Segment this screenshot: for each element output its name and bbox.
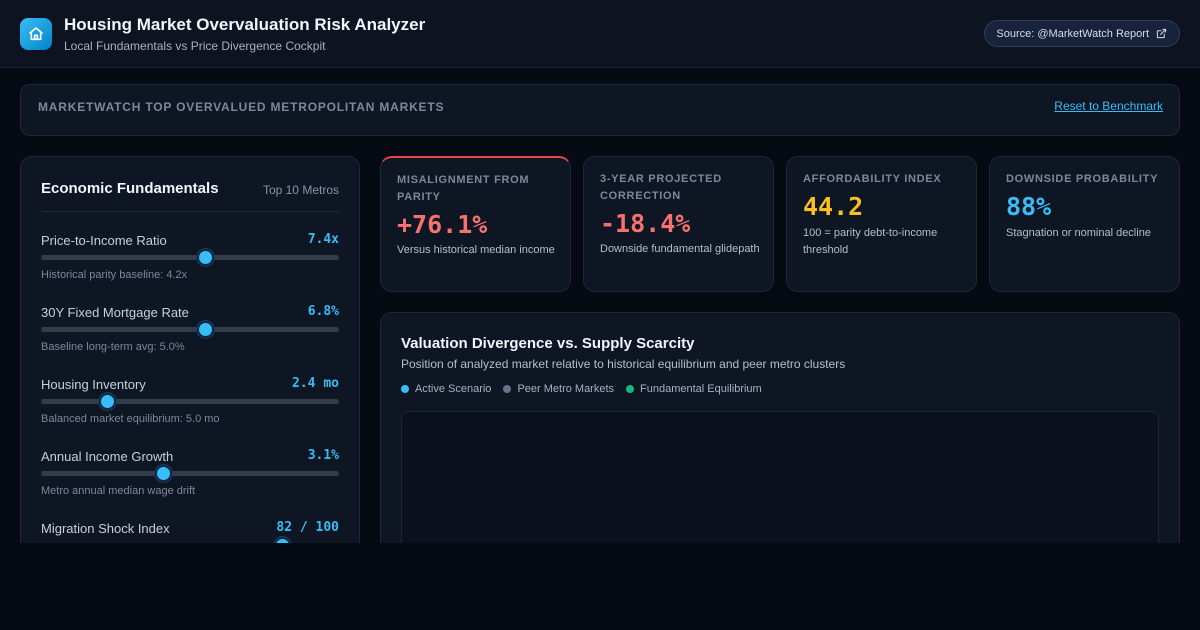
- chart-subtitle: Position of analyzed market relative to …: [401, 357, 846, 371]
- legend-item-fundamental-equilibrium: Fundamental Equilibrium: [626, 383, 762, 395]
- metric-description: Stagnation or nominal decline: [1006, 227, 1151, 239]
- metric-description: Versus historical median income: [397, 244, 555, 256]
- legend-label: Peer Metro Markets: [517, 383, 615, 395]
- legend-dot: [626, 385, 635, 393]
- slider-income-growth: Annual Income Growth 3.1% Metro annual m…: [41, 448, 339, 513]
- slider-label: Housing Inventory: [41, 377, 146, 392]
- slider-thumb[interactable]: [196, 321, 214, 338]
- slider-hint: Metro annual median wage drift: [41, 485, 196, 497]
- slider-hint: Balanced market equilibrium: 5.0 mo: [41, 413, 220, 425]
- metric-value: +76.1%: [397, 210, 488, 239]
- slider-track[interactable]: [41, 249, 339, 266]
- metric-label: AFFORDABILITY INDEX: [803, 173, 942, 185]
- slider-value: 3.1%: [307, 448, 339, 463]
- legend-item-active-scenario: Active Scenario: [401, 383, 491, 395]
- slider-hint: Historical parity baseline: 4.2x: [41, 269, 188, 281]
- slider-value: 2.4 mo: [292, 376, 339, 391]
- slider-track[interactable]: [41, 321, 339, 338]
- legend-label: Fundamental Equilibrium: [640, 383, 762, 395]
- metric-label: MISALIGNMENT FROM PARITY: [397, 174, 530, 203]
- chart-legend: Active Scenario Peer Metro Markets Funda…: [401, 383, 762, 395]
- slider-hint: Baseline long-term avg: 5.0%: [41, 341, 185, 353]
- slider-thumb[interactable]: [155, 465, 173, 482]
- legend-dot: [503, 385, 512, 393]
- slider-mortgage-rate: 30Y Fixed Mortgage Rate 6.8% Baseline lo…: [41, 304, 339, 369]
- market-banner: MARKETWATCH TOP OVERVALUED METROPOLITAN …: [20, 84, 1180, 136]
- home-icon: [20, 18, 52, 50]
- metric-description: Downside fundamental glidepath: [600, 243, 760, 255]
- fundamentals-tag: Top 10 Metros: [262, 183, 339, 197]
- external-link-icon: [1156, 28, 1167, 39]
- slider-track[interactable]: [41, 465, 339, 482]
- fundamentals-title: Economic Fundamentals: [41, 180, 219, 197]
- banner-title: MARKETWATCH TOP OVERVALUED METROPOLITAN …: [38, 100, 445, 114]
- slider-housing-inventory: Housing Inventory 2.4 mo Balanced market…: [41, 376, 339, 441]
- metric-value: 44.2: [803, 192, 864, 221]
- metric-label: DOWNSIDE PROBABILITY: [1006, 173, 1159, 185]
- chart-title: Valuation Divergence vs. Supply Scarcity: [401, 335, 695, 352]
- slider-value: 6.8%: [307, 304, 339, 319]
- legend-item-peer-metros: Peer Metro Markets: [503, 383, 614, 395]
- source-label: Source: @MarketWatch Report: [996, 27, 1149, 40]
- app-header: Housing Market Overvaluation Risk Analyz…: [0, 0, 1200, 68]
- app-subtitle: Local Fundamentals vs Price Divergence C…: [64, 39, 326, 53]
- metric-card-downside-probability: DOWNSIDE PROBABILITY 88% Stagnation or n…: [989, 156, 1180, 292]
- slider-value: 7.4x: [307, 232, 339, 247]
- slider-label: Price-to-Income Ratio: [41, 233, 167, 248]
- slider-track[interactable]: [41, 393, 339, 410]
- metric-card-misalignment: MISALIGNMENT FROM PARITY +76.1% Versus h…: [380, 156, 571, 292]
- reset-benchmark-link[interactable]: Reset to Benchmark: [1054, 99, 1163, 113]
- page-bottom: [0, 543, 1200, 630]
- legend-dot: [401, 385, 409, 393]
- slider-thumb[interactable]: [196, 249, 214, 266]
- slider-thumb[interactable]: [98, 393, 116, 410]
- slider-price-to-income: Price-to-Income Ratio 7.4x Historical pa…: [41, 232, 339, 297]
- fundamentals-panel: Economic Fundamentals Top 10 Metros Pric…: [20, 156, 360, 576]
- metric-value: 88%: [1006, 192, 1052, 221]
- legend-label: Active Scenario: [415, 383, 492, 395]
- metric-value: -18.4%: [600, 209, 691, 238]
- metric-description: 100 = parity debt-to-income threshold: [803, 227, 938, 256]
- slider-label: 30Y Fixed Mortgage Rate: [41, 305, 189, 320]
- metric-card-projected-correction: 3-YEAR PROJECTED CORRECTION -18.4% Downs…: [583, 156, 774, 292]
- metric-label: 3-YEAR PROJECTED CORRECTION: [600, 173, 722, 202]
- metric-card-affordability: AFFORDABILITY INDEX 44.2 100 = parity de…: [786, 156, 977, 292]
- slider-label: Annual Income Growth: [41, 449, 174, 464]
- source-link-button[interactable]: Source: @MarketWatch Report: [984, 20, 1180, 47]
- slider-value: 82 / 100: [276, 520, 339, 535]
- panel-divider: [41, 211, 339, 212]
- slider-label: Migration Shock Index: [41, 521, 170, 536]
- app-title: Housing Market Overvaluation Risk Analyz…: [64, 15, 426, 34]
